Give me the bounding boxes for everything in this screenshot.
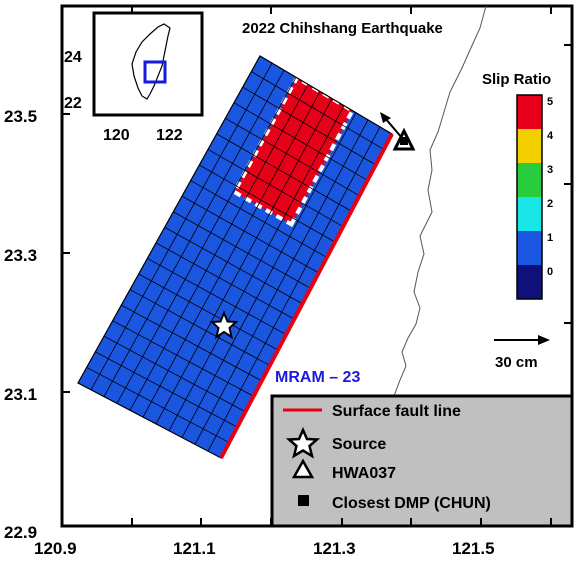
x-tick-121-5: 121.5 [452, 539, 495, 558]
fault-grid-line [155, 242, 295, 320]
source-star-icon [209, 310, 239, 340]
fault-grid-line [181, 195, 319, 274]
fault-grid-line [173, 211, 311, 289]
surface-fault-line [219, 133, 394, 459]
scale-arrow-label: 30 cm [495, 354, 538, 371]
fault-grid-line [216, 133, 352, 212]
colorbar-swatch [517, 163, 542, 197]
fault-plane [77, 55, 393, 459]
legend-label-source: Source [332, 436, 386, 453]
colorbar: 5 4 3 2 1 0 [516, 94, 554, 300]
colorbar-swatch [517, 231, 542, 265]
legend-square-icon [298, 495, 309, 506]
x-tick-121-3: 121.3 [313, 539, 356, 558]
fault-grid-line [233, 102, 368, 181]
colorbar-title: Slip Ratio [482, 71, 551, 88]
fault-grid-line [225, 117, 360, 197]
study-area-box [143, 60, 167, 84]
map-title: 2022 Chihshang Earthquake [242, 20, 443, 37]
fault-grid-line [138, 273, 279, 351]
colorbar-swatch [517, 197, 542, 231]
station-displacement-arrow [380, 112, 403, 139]
fault-grid-line [142, 91, 321, 418]
colorbar-swatch [517, 95, 542, 129]
x-tick-121-1: 121.1 [173, 539, 216, 558]
fault-grid-line [116, 77, 297, 404]
fault-grid-line [242, 86, 376, 166]
fault-grid-line [190, 180, 328, 258]
y-tick-23-3: 23.3 [4, 246, 37, 265]
axis-ticks [62, 6, 572, 526]
fault-grid-line [129, 289, 271, 366]
scale-arrow [494, 335, 550, 345]
x-tick-120-9: 120.9 [34, 539, 77, 558]
colorbar-tick-label: 1 [547, 232, 553, 244]
y-tick-23-1: 23.1 [4, 385, 37, 404]
legend-triangle-icon [291, 458, 315, 479]
fault-model-label: MRAM – 23 [275, 369, 360, 386]
fault-grid-line [129, 84, 309, 411]
colorbar-tick-label: 0 [547, 266, 553, 278]
fault-grid-line [194, 119, 369, 445]
legend-star-icon [285, 426, 321, 459]
fault-grid-line [103, 69, 285, 397]
fault-grid-line [155, 98, 333, 425]
y-tick-22-9: 22.9 [4, 523, 37, 542]
colorbar-frame [516, 94, 543, 300]
fault-grid-line [103, 335, 246, 413]
fault-grid-line [90, 62, 273, 391]
inset-y-tick-22: 22 [64, 95, 82, 112]
colorbar-tick-label: 4 [547, 130, 554, 142]
fault-grid-line [147, 258, 287, 335]
fault-grid-line [164, 226, 303, 305]
fault-grid-line [207, 149, 344, 227]
station-triangle-icon [392, 127, 416, 151]
fault-grid-line [112, 320, 254, 397]
colorbar-tick-label: 3 [547, 164, 553, 176]
colorbar-tick-label: 5 [547, 96, 553, 108]
inset-map [92, 11, 204, 117]
colorbar-swatch [517, 265, 542, 299]
fault-grid-line [95, 351, 238, 428]
fault-grid-line [251, 71, 385, 150]
colorbar-swatch [517, 129, 542, 163]
legend-label-closest-dmp: Closest DMP (CHUN) [332, 495, 491, 512]
fault-grid-line [168, 105, 345, 431]
inset-x-tick-120: 120 [103, 127, 130, 144]
fault-grid-line [199, 164, 336, 243]
legend-box [270, 394, 574, 528]
fault-grid-line [181, 112, 357, 438]
fault-grid-line [121, 304, 262, 382]
inset-y-tick-24: 24 [64, 49, 82, 66]
legend-label-surface-fault-line: Surface fault line [332, 403, 461, 420]
fault-grid-line [86, 367, 230, 443]
fault-grid-line [207, 126, 381, 452]
colorbar-tick-label: 2 [547, 198, 553, 210]
legend-label-hwa037: HWA037 [332, 465, 396, 482]
inset-x-tick-122: 122 [156, 127, 183, 144]
y-tick-23-5: 23.5 [4, 107, 37, 126]
legend: Surface fault line Source HWA037 Closest… [270, 394, 574, 528]
